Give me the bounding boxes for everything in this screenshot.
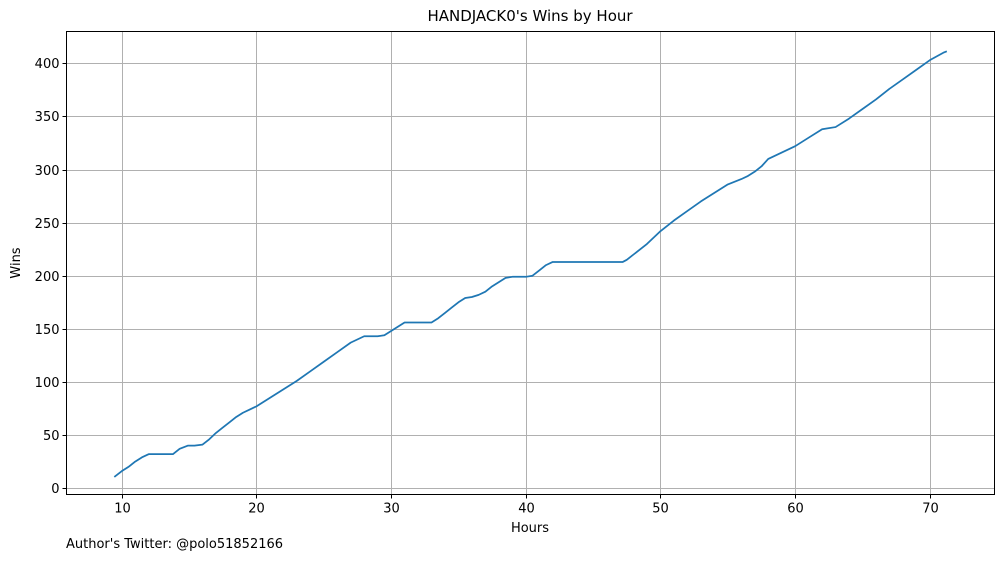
x-tick-label: 40: [518, 502, 535, 517]
y-tick-label: 300: [35, 164, 60, 179]
x-tick-label: 60: [787, 502, 804, 517]
y-tick-label: 350: [35, 110, 60, 125]
y-axis-label: Wins: [9, 247, 24, 278]
x-tick-label: 10: [114, 502, 131, 517]
y-tick-label: 400: [35, 57, 60, 72]
series-layer: [113, 50, 948, 478]
y-tick-label: 150: [35, 323, 60, 338]
chart-title: HANDJACK0's Wins by Hour: [427, 7, 633, 25]
x-tick-label: 20: [248, 502, 265, 517]
y-tick-label: 200: [35, 270, 60, 285]
grid-layer: [66, 31, 995, 495]
y-tick-label: 250: [35, 217, 60, 232]
series-line-wins: [113, 50, 948, 478]
x-tick-label: 50: [652, 502, 669, 517]
y-tick-label: 0: [51, 482, 59, 497]
x-tick-label: 30: [383, 502, 400, 517]
x-axis-label: Hours: [511, 521, 549, 536]
tick-layer: 10 20 30 40 50 60 70 0 50 100 150 200 250 300 350 400: [35, 57, 939, 517]
y-tick-label: 100: [35, 376, 60, 391]
author-credit: Author's Twitter: @polo51852166: [66, 537, 284, 552]
x-tick-label: 70: [922, 502, 939, 517]
y-tick-label: 50: [43, 429, 60, 444]
plot-frame: [66, 31, 995, 495]
